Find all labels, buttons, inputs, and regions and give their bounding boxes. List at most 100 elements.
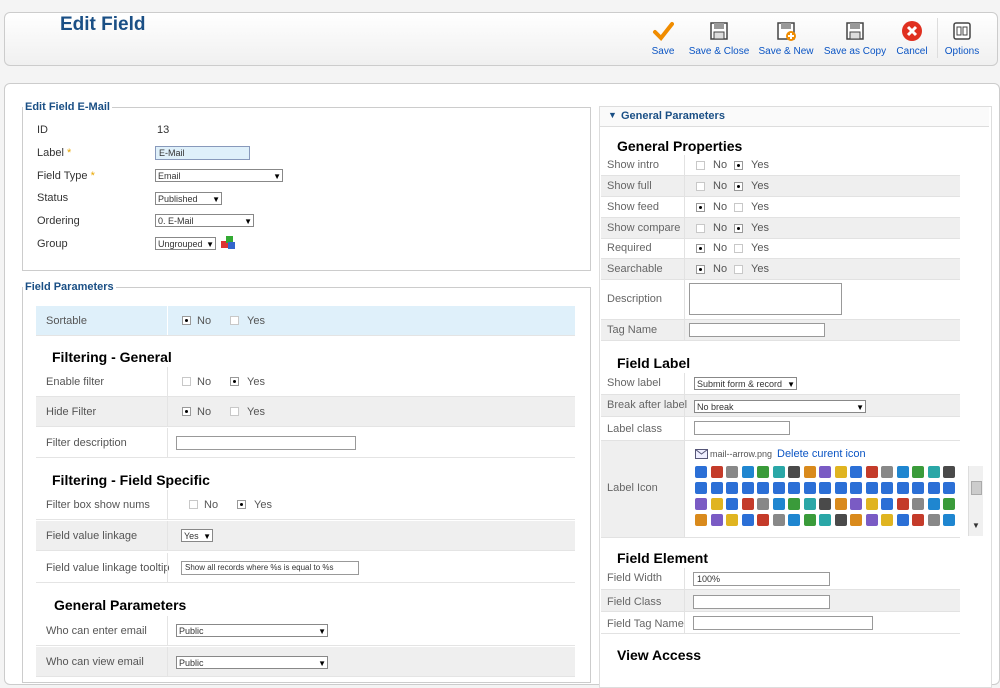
hide-filter-no-radio[interactable] bbox=[182, 407, 191, 416]
required-no-radio[interactable] bbox=[696, 244, 705, 253]
show-nums-no-radio[interactable] bbox=[189, 500, 198, 509]
cancel-button[interactable]: Cancel bbox=[895, 20, 929, 57]
picker-icon[interactable] bbox=[850, 498, 862, 510]
show-feed-yes-radio[interactable] bbox=[734, 203, 743, 212]
picker-icon[interactable] bbox=[803, 482, 816, 494]
who-can-view-select[interactable]: Public bbox=[176, 656, 328, 670]
picker-icon[interactable] bbox=[772, 498, 785, 510]
picker-icon[interactable] bbox=[803, 514, 816, 526]
picker-icon[interactable] bbox=[850, 514, 862, 526]
picker-icon[interactable] bbox=[896, 466, 909, 478]
picker-icon[interactable] bbox=[710, 482, 723, 494]
picker-icon[interactable] bbox=[912, 514, 924, 526]
searchable-no-radio[interactable] bbox=[696, 265, 705, 274]
picker-icon[interactable] bbox=[896, 482, 909, 494]
enable-filter-no-radio[interactable] bbox=[182, 377, 191, 386]
show-label-select[interactable]: Submit form & record bbox=[694, 377, 797, 391]
description-textarea[interactable] bbox=[689, 283, 842, 315]
ordering-select[interactable]: 0. E-Mail bbox=[155, 214, 254, 228]
save-as-copy-button[interactable]: Save as Copy bbox=[823, 20, 887, 57]
tag-name-input[interactable] bbox=[689, 323, 825, 337]
picker-icon[interactable] bbox=[757, 466, 769, 478]
picker-icon[interactable] bbox=[710, 498, 723, 510]
picker-icon[interactable] bbox=[695, 482, 707, 494]
picker-icon[interactable] bbox=[710, 514, 723, 526]
picker-icon[interactable] bbox=[896, 514, 909, 526]
picker-icon[interactable] bbox=[695, 514, 707, 526]
picker-icon[interactable] bbox=[834, 514, 847, 526]
picker-icon[interactable] bbox=[927, 482, 940, 494]
show-compare-no-radio[interactable] bbox=[696, 224, 705, 233]
delete-icon-link[interactable]: Delete curent icon bbox=[777, 448, 866, 460]
show-intro-yes-radio[interactable] bbox=[734, 161, 743, 170]
picker-icon[interactable] bbox=[927, 498, 940, 510]
picker-icon[interactable] bbox=[927, 466, 940, 478]
picker-icon[interactable] bbox=[881, 466, 893, 478]
options-button[interactable]: Options bbox=[943, 20, 981, 57]
picker-icon[interactable] bbox=[834, 466, 847, 478]
picker-icon[interactable] bbox=[726, 514, 738, 526]
field-value-linkage-select[interactable]: Yes bbox=[181, 529, 213, 543]
picker-icon[interactable] bbox=[943, 514, 955, 526]
picker-icon[interactable] bbox=[741, 498, 754, 510]
show-intro-no-radio[interactable] bbox=[696, 161, 705, 170]
group-select[interactable]: Ungrouped bbox=[155, 237, 216, 251]
picker-icon[interactable] bbox=[710, 466, 723, 478]
picker-icon[interactable] bbox=[881, 482, 893, 494]
picker-icon[interactable] bbox=[726, 482, 738, 494]
picker-icon[interactable] bbox=[865, 482, 878, 494]
picker-icon[interactable] bbox=[912, 498, 924, 510]
picker-icon[interactable] bbox=[865, 498, 878, 510]
picker-icon[interactable] bbox=[819, 466, 831, 478]
searchable-yes-radio[interactable] bbox=[734, 265, 743, 274]
picker-icon[interactable] bbox=[772, 466, 785, 478]
picker-icon[interactable] bbox=[803, 466, 816, 478]
sortable-no-radio[interactable] bbox=[182, 316, 191, 325]
show-full-no-radio[interactable] bbox=[696, 182, 705, 191]
break-after-label-select[interactable]: No break bbox=[694, 400, 866, 414]
picker-icon[interactable] bbox=[881, 514, 893, 526]
picker-icon[interactable] bbox=[819, 498, 831, 510]
picker-icon[interactable] bbox=[927, 514, 940, 526]
field-type-select[interactable]: Email bbox=[155, 169, 283, 183]
picker-icon[interactable] bbox=[772, 514, 785, 526]
picker-icon[interactable] bbox=[912, 466, 924, 478]
picker-icon[interactable] bbox=[819, 482, 831, 494]
field-class-input[interactable] bbox=[693, 595, 830, 609]
picker-icon[interactable] bbox=[865, 466, 878, 478]
panel-header[interactable]: ▼ General Parameters bbox=[600, 107, 989, 127]
picker-icon[interactable] bbox=[695, 498, 707, 510]
picker-icon[interactable] bbox=[741, 466, 754, 478]
picker-icon[interactable] bbox=[865, 514, 878, 526]
label-class-input[interactable] bbox=[694, 421, 790, 435]
picker-icon[interactable] bbox=[850, 482, 862, 494]
show-full-yes-radio[interactable] bbox=[734, 182, 743, 191]
field-width-input[interactable]: 100% bbox=[693, 572, 830, 586]
filter-description-input[interactable] bbox=[176, 436, 356, 450]
enable-filter-yes-radio[interactable] bbox=[230, 377, 239, 386]
show-feed-no-radio[interactable] bbox=[696, 203, 705, 212]
picker-icon[interactable] bbox=[943, 498, 955, 510]
picker-icon[interactable] bbox=[788, 482, 800, 494]
icon-picker-grid[interactable] bbox=[695, 466, 963, 534]
status-select[interactable]: Published bbox=[155, 192, 222, 206]
picker-icon[interactable] bbox=[803, 498, 816, 510]
field-tag-name-input[interactable] bbox=[693, 616, 873, 630]
picker-icon[interactable] bbox=[912, 482, 924, 494]
icon-picker-scrollbar[interactable]: ▼ bbox=[968, 466, 983, 536]
picker-icon[interactable] bbox=[850, 466, 862, 478]
save-button[interactable]: Save bbox=[648, 20, 678, 57]
picker-icon[interactable] bbox=[881, 498, 893, 510]
who-can-enter-select[interactable]: Public bbox=[176, 624, 328, 638]
sortable-yes-radio[interactable] bbox=[230, 316, 239, 325]
show-nums-yes-radio[interactable] bbox=[237, 500, 246, 509]
linkage-tooltip-input[interactable]: Show all records where %s is equal to %s bbox=[181, 561, 359, 575]
picker-icon[interactable] bbox=[943, 466, 955, 478]
picker-icon[interactable] bbox=[726, 498, 738, 510]
picker-icon[interactable] bbox=[819, 514, 831, 526]
picker-icon[interactable] bbox=[896, 498, 909, 510]
picker-icon[interactable] bbox=[788, 466, 800, 478]
picker-icon[interactable] bbox=[834, 482, 847, 494]
picker-icon[interactable] bbox=[741, 514, 754, 526]
picker-icon[interactable] bbox=[943, 482, 955, 494]
